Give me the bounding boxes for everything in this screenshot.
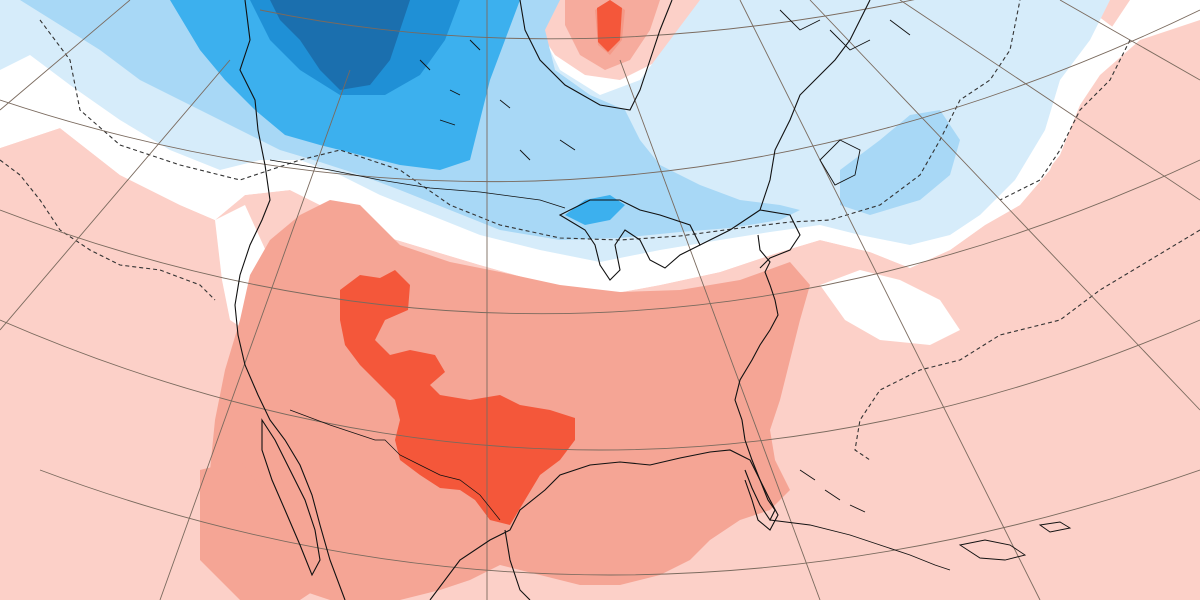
southwest-hot-core — [340, 270, 575, 525]
us-mexico-border — [289, 409, 501, 521]
mexico-gulf-coast — [504, 529, 531, 600]
medium-cold-eastern-canada — [840, 110, 960, 215]
puerto-rico — [1038, 521, 1072, 533]
bahamas — [799, 469, 866, 513]
baja-california — [261, 418, 321, 577]
labrador-quebec-coast — [759, 0, 871, 211]
great-lakes-cold-pocket — [565, 195, 625, 225]
longitude-line-2 — [619, 59, 821, 600]
newfoundland — [819, 139, 861, 186]
hudson-bay-coastline — [519, 0, 673, 111]
mexico-pacific-warm-region — [200, 460, 330, 600]
florida-peninsula — [744, 439, 776, 522]
hudson-bay-warm-core-top — [597, 0, 622, 52]
canadian-lakes — [419, 39, 576, 161]
great-lakes — [558, 199, 701, 281]
longitude-line-9 — [0, 0, 131, 111]
longitude-line-4 — [809, 0, 1200, 411]
cold-anomaly-layer — [0, 0, 1110, 262]
latitude-line-5 — [39, 469, 1200, 576]
longitude-line-8 — [0, 59, 231, 331]
coastlines — [234, 0, 871, 600]
arctic-islands — [779, 9, 911, 51]
western-canada-cold-core — [270, 0, 410, 90]
zero-contour-north — [39, 0, 1021, 241]
latitude-line-4 — [0, 319, 1200, 451]
islands-and-lakes — [419, 9, 1072, 571]
longitude-line-5 — [899, 0, 1200, 201]
zero-anomaly-contours — [0, 0, 1200, 461]
zero-contour-atlantic — [854, 229, 1200, 461]
cuba — [769, 519, 951, 571]
longitude-line-3 — [739, 0, 1041, 600]
pacific-coastline — [234, 0, 346, 600]
gulf-of-st-lawrence — [699, 209, 801, 269]
warm-anomaly-layer — [200, 0, 810, 600]
zero-contour-east-canada — [999, 39, 1131, 201]
latitude-line-3 — [0, 159, 1200, 315]
hispaniola — [958, 539, 1027, 561]
neutral-band-atlantic — [820, 270, 960, 345]
zero-contour-west — [0, 159, 216, 301]
us-canada-border — [269, 159, 566, 209]
atlantic-coast — [734, 234, 779, 441]
gulf-of-mexico-coast — [429, 449, 779, 600]
latitude-line-2 — [0, 9, 1200, 183]
latitude-line-1 — [259, 0, 915, 40]
longitude-line-7 — [159, 69, 351, 600]
longitude-line-6 — [1059, 0, 1200, 81]
